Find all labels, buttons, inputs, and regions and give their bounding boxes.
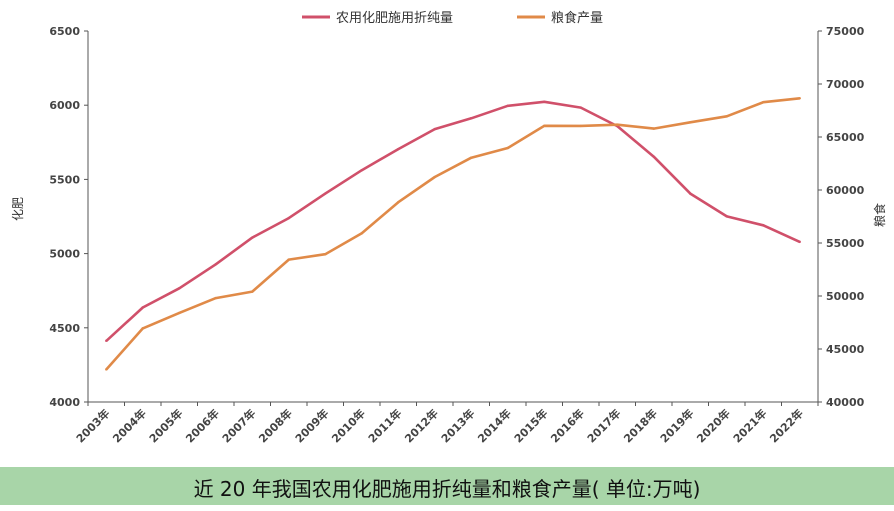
- data-point-1: [287, 216, 290, 220]
- data-point-2: [543, 124, 546, 127]
- data-point-2: [506, 146, 509, 150]
- axes: [84, 30, 822, 406]
- tick-labels: 4000 4500 5000 5500 6000 6500 40000 45000 50000 5…: [49, 25, 864, 446]
- x-tick-label: 2017年: [584, 406, 623, 445]
- data-point-1: [579, 106, 582, 109]
- x-tick-label: 2003年: [73, 406, 112, 445]
- data-point-2: [251, 290, 254, 293]
- data-point-2: [579, 124, 582, 128]
- y-left-tick-label: 6500: [49, 25, 80, 38]
- y-right-tick-label: 75000: [826, 25, 865, 38]
- data-point-2: [798, 97, 801, 100]
- data-point-1: [141, 306, 144, 309]
- title-banner: 近 20 年我国农用化肥施用折纯量和粮食产量( 单位:万吨): [0, 467, 894, 505]
- x-tick-label: 2018年: [621, 406, 660, 445]
- data-point-1: [725, 215, 728, 218]
- data-point-2: [324, 253, 327, 256]
- y-right-tick-label: 60000: [826, 184, 865, 197]
- series-line-1: [105, 100, 801, 342]
- x-tick-label: 2021年: [730, 406, 769, 445]
- data-point-1: [798, 240, 801, 244]
- data-point-2: [360, 232, 363, 235]
- x-tick-label: 2020年: [694, 406, 733, 445]
- x-tick-label: 2009年: [292, 406, 331, 445]
- y-axis-left-title: 化肥: [11, 197, 25, 221]
- legend-label-2: 粮食产量: [551, 10, 603, 26]
- data-point-1: [324, 192, 327, 195]
- data-point-2: [214, 296, 217, 300]
- x-tick-label: 2016年: [548, 406, 587, 445]
- x-tick-label: 2010年: [329, 406, 368, 445]
- y-axis-right-title: 粮食: [872, 203, 887, 227]
- y-left-tick-label: 5000: [49, 248, 80, 261]
- chart: 农用化肥施用折纯量 粮食产量 40004500500055006000650040…: [11, 10, 887, 446]
- chart-title: 近 20 年我国农用化肥施用折纯量和粮食产量( 单位:万吨): [193, 477, 701, 501]
- data-point-1: [762, 224, 765, 227]
- x-tick-label: 2022年: [767, 406, 806, 445]
- legend: 农用化肥施用折纯量 粮食产量: [302, 10, 603, 26]
- data-point-1: [543, 100, 546, 103]
- y-left-tick-label: 6000: [49, 99, 80, 112]
- data-point-1: [433, 127, 436, 131]
- data-point-2: [470, 156, 473, 159]
- series-lines: [105, 97, 801, 371]
- data-point-2: [725, 115, 728, 118]
- y-right-tick-label: 65000: [826, 131, 865, 144]
- y-right-tick-label: 50000: [826, 290, 865, 303]
- y-left-tick-label: 5500: [49, 173, 80, 186]
- data-point-2: [397, 201, 400, 204]
- data-point-2: [178, 311, 181, 315]
- data-point-1: [652, 155, 655, 158]
- data-point-1: [506, 104, 509, 107]
- y-right-tick-label: 40000: [826, 396, 865, 409]
- data-point-2: [689, 121, 692, 124]
- data-point-1: [470, 117, 473, 120]
- y-left-tick-label: 4500: [49, 322, 80, 335]
- x-tick-label: 2011年: [365, 406, 404, 445]
- data-point-2: [287, 258, 290, 261]
- x-tick-label: 2014年: [475, 406, 514, 445]
- x-tick-label: 2007年: [219, 406, 258, 445]
- y-right-tick-label: 70000: [826, 78, 865, 91]
- data-point-1: [214, 263, 217, 266]
- x-tick-label: 2015年: [511, 406, 550, 445]
- x-tick-label: 2004年: [110, 406, 149, 445]
- data-point-1: [251, 236, 254, 239]
- x-tick-label: 2008年: [256, 406, 295, 445]
- x-tick-label: 2012年: [402, 406, 441, 445]
- x-tick-label: 2013年: [438, 406, 477, 445]
- series-line-2: [105, 97, 800, 371]
- data-point-1: [397, 147, 400, 151]
- y-right-tick-label: 45000: [826, 343, 865, 356]
- x-tick-label: 2019年: [657, 406, 696, 445]
- data-point-1: [360, 168, 363, 172]
- y-right-tick-label: 55000: [826, 237, 865, 250]
- y-left-tick-label: 4000: [49, 396, 80, 409]
- data-point-1: [689, 192, 692, 195]
- x-tick-label: 2006年: [183, 406, 222, 445]
- data-point-2: [141, 327, 144, 330]
- data-point-1: [105, 339, 108, 343]
- data-point-2: [652, 127, 655, 130]
- data-point-2: [762, 100, 765, 104]
- data-point-2: [616, 123, 619, 126]
- data-point-2: [433, 175, 436, 179]
- data-point-2: [105, 368, 108, 371]
- legend-label-1: 农用化肥施用折纯量: [336, 11, 453, 26]
- x-tick-label: 2005年: [146, 406, 185, 445]
- data-point-1: [178, 287, 181, 290]
